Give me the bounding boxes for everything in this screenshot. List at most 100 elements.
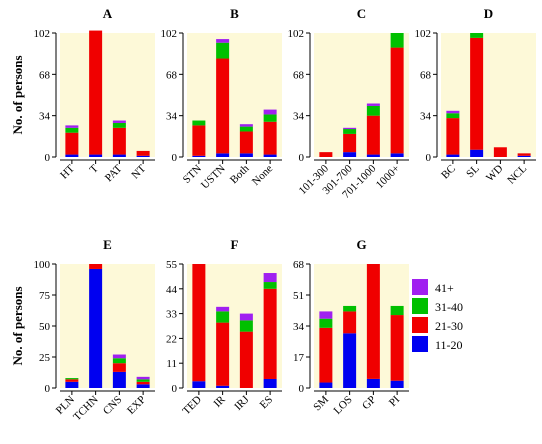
bar-pln-11-20 — [65, 381, 79, 388]
bar-sm-41plus — [319, 311, 333, 319]
bar-ustn-41plus — [216, 39, 230, 43]
panel-title: G — [356, 237, 366, 252]
bar-701-1000-31-40 — [366, 105, 380, 116]
legend-label-31-40: 31-40 — [435, 300, 463, 314]
x-tick-label-both: Both — [228, 162, 252, 186]
y-tick-label: 0 — [45, 383, 51, 395]
y-tick-label: 34 — [420, 111, 432, 123]
bar-ncl-21-30 — [517, 153, 531, 156]
bar-ustn-11-20 — [216, 153, 230, 157]
y-tick-label: 0 — [172, 152, 178, 164]
bar-es-21-30 — [263, 288, 277, 379]
y-tick-label: 17 — [293, 352, 305, 364]
y-tick-label: 68 — [166, 69, 178, 81]
y-tick-label: 102 — [288, 28, 305, 40]
y-tick-label: 34 — [166, 111, 178, 123]
legend-label-11-20: 11-20 — [435, 338, 463, 352]
bar-none-11-20 — [263, 154, 277, 157]
y-tick-label: 0 — [172, 383, 178, 395]
legend-label-21-30: 21-30 — [435, 319, 463, 333]
bar-es-11-20 — [263, 378, 277, 388]
panel-title: B — [230, 6, 239, 21]
x-tick-label-ht: HT — [58, 162, 77, 181]
bar-ncl-11-20 — [517, 155, 531, 157]
panel-g: 0 17 34 51 68 SM LOS GP PI G — [293, 237, 409, 417]
panel-f: 0 11 22 33 44 55 TED IR IRJ ES F — [166, 237, 282, 417]
x-tick-label-sl: SL — [464, 162, 482, 180]
legend-swatch-31-40 — [412, 298, 428, 314]
y-tick-label: 68 — [293, 259, 305, 271]
bar-nt-11-20 — [136, 155, 150, 157]
y-tick-label: 44 — [166, 284, 178, 296]
bar-bc-11-20 — [446, 154, 460, 157]
bar-1000plus-31-40 — [390, 33, 404, 48]
bar-both-41plus — [239, 124, 253, 127]
bar-701-1000-21-30 — [366, 115, 380, 155]
y-tick-label: 0 — [299, 383, 305, 395]
bar-tchn-21-30 — [89, 264, 103, 269]
bar-irj-41plus — [239, 313, 253, 321]
y-axis-label: No. of persons — [10, 55, 25, 134]
panel-title: E — [103, 237, 112, 252]
bar-stn-11-20 — [192, 155, 206, 157]
bar-pat-11-20 — [112, 154, 126, 157]
bar-ir-31-40 — [216, 311, 230, 323]
bar-exp-21-30 — [136, 381, 150, 385]
y-tick-label: 0 — [299, 152, 305, 164]
bar-t-11-20 — [89, 154, 103, 157]
bar-cns-11-20 — [112, 371, 126, 388]
y-tick-label: 55 — [166, 259, 178, 271]
y-tick-label: 34 — [39, 111, 51, 123]
x-tick-label-ir: IR — [211, 393, 228, 410]
bar-gp-21-30 — [366, 264, 380, 379]
x-tick-label-1000plus: 1000+ — [374, 163, 402, 191]
bar-101-300-21-30 — [319, 152, 333, 157]
bar-pat-21-30 — [112, 127, 126, 155]
x-tick-label-t: T — [87, 162, 100, 175]
bar-bc-41plus — [446, 110, 460, 114]
x-tick-label-ustn: USTN — [199, 163, 228, 192]
x-tick-label-pat: PAT — [103, 162, 125, 184]
bar-cns-31-40 — [112, 358, 126, 364]
bar-t-21-30 — [89, 30, 103, 155]
bar-301-700-21-30 — [343, 133, 357, 153]
bar-301-700-11-20 — [343, 152, 357, 157]
x-tick-label-exp: EXP — [125, 394, 148, 417]
x-tick-label-irj: IRJ — [232, 393, 252, 413]
bar-bc-21-30 — [446, 118, 460, 155]
bar-cns-21-30 — [112, 363, 126, 372]
x-tick-label-tchn: TCHN — [71, 394, 101, 424]
bar-exp-11-20 — [136, 384, 150, 388]
bar-301-700-31-40 — [343, 129, 357, 134]
bar-none-21-30 — [263, 121, 277, 155]
x-tick-label-es: ES — [258, 394, 276, 412]
bar-ustn-31-40 — [216, 42, 230, 59]
bar-ustn-21-30 — [216, 58, 230, 154]
bar-701-1000-11-20 — [366, 154, 380, 157]
bar-pi-21-30 — [390, 315, 404, 381]
y-tick-label: 34 — [293, 321, 305, 333]
y-tick-label: 68 — [293, 69, 305, 81]
bar-ir-21-30 — [216, 322, 230, 386]
bar-sl-31-40 — [470, 33, 484, 38]
bar-pat-41plus — [112, 120, 126, 123]
bar-none-41plus — [263, 109, 277, 115]
x-tick-label-pi: PI — [387, 393, 403, 409]
bar-wd-21-30 — [493, 147, 507, 157]
panel-title: C — [357, 6, 366, 21]
bar-es-31-40 — [263, 282, 277, 289]
bar-pi-11-20 — [390, 380, 404, 388]
bar-pln-21-30 — [65, 379, 79, 382]
y-tick-label: 100 — [34, 259, 51, 271]
y-tick-label: 102 — [415, 28, 432, 40]
plot-background — [60, 264, 155, 388]
panel-title: F — [231, 237, 239, 252]
bar-sl-21-30 — [470, 37, 484, 150]
y-tick-label: 68 — [39, 69, 51, 81]
x-tick-label-gp: GP — [360, 394, 378, 412]
x-tick-label-los: LOS — [332, 394, 355, 417]
x-tick-label-bc: BC — [439, 163, 458, 182]
panel-title: D — [484, 6, 493, 21]
y-tick-label: 34 — [293, 111, 305, 123]
